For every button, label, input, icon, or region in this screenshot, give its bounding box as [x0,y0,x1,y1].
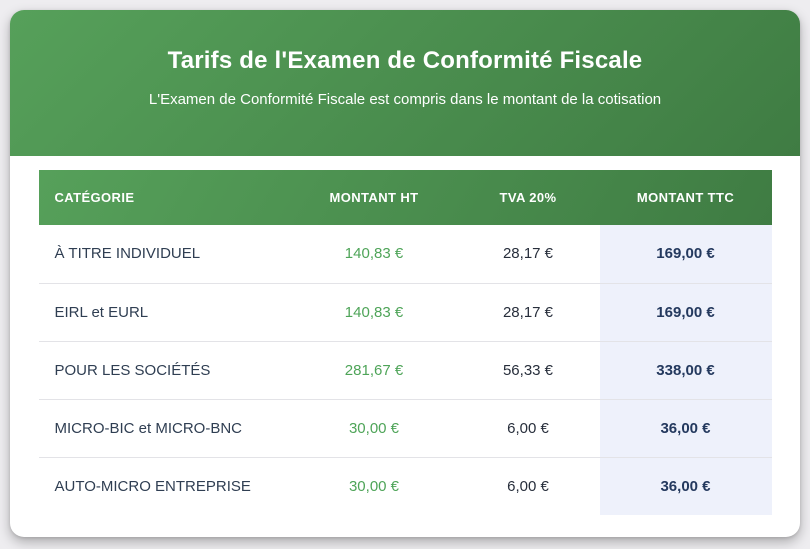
montant-ht-cell: 30,00 € [348,477,400,495]
tva-cell: 56,33 € [502,361,554,379]
montant-ttc-cell: 169,00 € [599,283,772,341]
tva-cell: 28,17 € [502,245,554,263]
tva-cell: 6,00 € [507,477,549,495]
column-header-categorie: CATÉGORIE [54,190,135,205]
tva-cell: 28,17 € [502,303,554,321]
page-subtitle: L'Examen de Conformité Fiscale est compr… [148,91,662,108]
montant-ttc-cell: 338,00 € [599,341,772,399]
table-header: CATÉGORIE MONTANT HT TVA 20% MONTANT TTC [38,170,772,225]
montant-ttc-cell: 36,00 € [599,457,772,515]
table-header-row: CATÉGORIE MONTANT HT TVA 20% MONTANT TTC [38,170,772,225]
table-body: À TITRE INDIVIDUEL 140,83 € 28,17 € 169,… [38,225,772,515]
card-header: Tarifs de l'Examen de Conformité Fiscale… [10,10,800,156]
montant-ht-cell: 281,67 € [344,361,404,379]
column-header-montant-ttc: MONTANT TTC [636,190,735,205]
category-cell: EIRL et EURL [54,303,149,321]
page-title: Tarifs de l'Examen de Conformité Fiscale [167,47,643,74]
column-header-montant-ht: MONTANT HT [329,190,419,205]
montant-ttc-cell: 36,00 € [599,399,772,457]
category-cell: POUR LES SOCIÉTÉS [54,361,211,379]
table-row: EIRL et EURL 140,83 € 28,17 € 169,00 € [38,283,772,341]
table-row: MICRO-BIC et MICRO-BNC 30,00 € 6,00 € 36… [38,399,772,457]
montant-ht-cell: 30,00 € [348,419,400,437]
column-header-tva: TVA 20% [499,190,557,205]
montant-ht-cell: 140,83 € [344,303,404,321]
table-row: AUTO-MICRO ENTREPRISE 30,00 € 6,00 € 36,… [39,457,772,515]
montant-ht-cell: 140,83 € [344,245,404,263]
table-row: POUR LES SOCIÉTÉS 281,67 € 56,33 € 338,0… [38,341,772,399]
pricing-card: Tarifs de l'Examen de Conformité Fiscale… [10,10,800,537]
pricing-table: CATÉGORIE MONTANT HT TVA 20% MONTANT TTC… [38,170,772,515]
tva-cell: 6,00 € [507,419,549,437]
table-row: À TITRE INDIVIDUEL 140,83 € 28,17 € 169,… [38,225,772,283]
category-cell: AUTO-MICRO ENTREPRISE [54,477,251,495]
montant-ttc-cell: 169,00 € [599,225,772,283]
category-cell: MICRO-BIC et MICRO-BNC [54,419,243,437]
category-cell: À TITRE INDIVIDUEL [54,245,201,263]
